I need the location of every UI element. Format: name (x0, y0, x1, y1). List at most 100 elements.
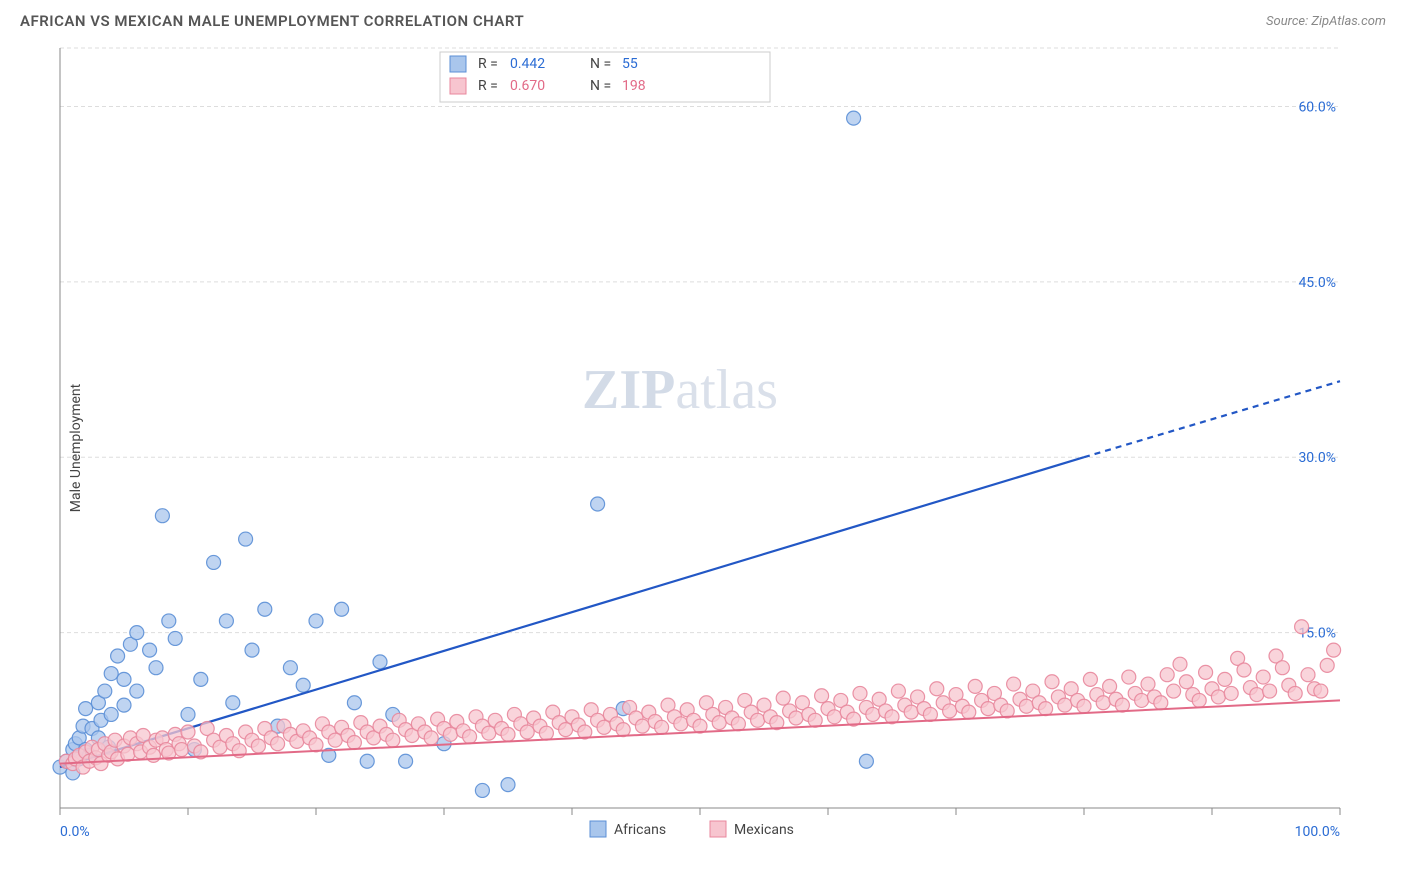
data-point (1096, 696, 1110, 710)
legend-swatch-icon (450, 78, 466, 94)
data-point (1045, 675, 1059, 689)
data-point (155, 509, 169, 523)
legend-r-value: 0.442 (510, 56, 545, 72)
legend-r-label: R = (478, 78, 498, 94)
data-point (751, 713, 765, 727)
data-point (591, 497, 605, 511)
data-point (859, 754, 873, 768)
data-point (175, 743, 189, 757)
data-point (1327, 643, 1341, 657)
legend-n-value: 55 (622, 56, 638, 72)
data-point (1160, 668, 1174, 682)
data-point (226, 696, 240, 710)
data-point (520, 725, 534, 739)
data-point (1058, 698, 1072, 712)
data-point (239, 532, 253, 546)
data-point (168, 631, 182, 645)
data-point (181, 707, 195, 721)
data-point (597, 720, 611, 734)
data-point (962, 705, 976, 719)
data-point (463, 730, 477, 744)
data-point (245, 643, 259, 657)
data-point (847, 111, 861, 125)
data-point (635, 719, 649, 733)
data-point (1301, 668, 1315, 682)
data-point (1288, 686, 1302, 700)
data-point (1122, 670, 1136, 684)
data-point (1211, 690, 1225, 704)
data-point (162, 614, 176, 628)
data-point (296, 678, 310, 692)
chart-container: Male Unemployment 0.0%100.0%15.0%30.0%45… (20, 38, 1386, 858)
data-point (347, 736, 361, 750)
data-point (776, 691, 790, 705)
data-point (117, 698, 131, 712)
data-point (1314, 684, 1328, 698)
data-point (251, 739, 265, 753)
data-point (424, 731, 438, 745)
data-point (98, 684, 112, 698)
data-point (1275, 661, 1289, 675)
data-point (360, 754, 374, 768)
data-point (1192, 693, 1206, 707)
data-point (827, 710, 841, 724)
legend-swatch-icon (450, 56, 466, 72)
x-tick-label: 100.0% (1295, 824, 1340, 840)
data-point (482, 726, 496, 740)
data-point (328, 733, 342, 747)
data-point (1250, 688, 1264, 702)
data-point (1179, 675, 1193, 689)
data-point (501, 778, 515, 792)
data-point (1007, 677, 1021, 691)
data-point (117, 672, 131, 686)
data-point (1263, 684, 1277, 698)
data-point (1256, 670, 1270, 684)
data-point (930, 682, 944, 696)
data-point (258, 602, 272, 616)
legend-swatch-icon (590, 821, 606, 837)
y-tick-label: 60.0% (1298, 99, 1336, 115)
legend-n-label: N = (590, 78, 611, 94)
chart-title: AFRICAN VS MEXICAN MALE UNEMPLOYMENT COR… (20, 12, 524, 30)
data-point (143, 643, 157, 657)
data-point (815, 689, 829, 703)
data-point (655, 720, 669, 734)
chart-source: Source: ZipAtlas.com (1266, 14, 1386, 29)
data-point (1224, 686, 1238, 700)
data-point (1320, 658, 1334, 672)
data-point (283, 661, 297, 675)
legend-r-label: R = (478, 56, 498, 72)
data-point (923, 707, 937, 721)
data-point (731, 717, 745, 731)
data-point (443, 727, 457, 741)
data-point (1199, 665, 1213, 679)
data-point (539, 726, 553, 740)
data-point (1295, 620, 1309, 634)
data-point (1077, 699, 1091, 713)
data-point (501, 727, 515, 741)
scatter-chart: 0.0%100.0%15.0%30.0%45.0%60.0%ZIPatlasR … (20, 38, 1386, 858)
data-point (1141, 677, 1155, 691)
data-point (1083, 672, 1097, 686)
data-point (399, 754, 413, 768)
data-point (79, 702, 93, 716)
data-point (111, 649, 125, 663)
data-point (559, 723, 573, 737)
y-tick-label: 30.0% (1298, 450, 1336, 466)
data-point (1019, 699, 1033, 713)
data-point (149, 661, 163, 675)
data-point (712, 716, 726, 730)
data-point (386, 733, 400, 747)
x-tick-label: 0.0% (60, 824, 90, 840)
data-point (104, 667, 118, 681)
data-point (789, 711, 803, 725)
data-point (373, 655, 387, 669)
y-axis-label: Male Unemployment (68, 384, 84, 512)
data-point (207, 555, 221, 569)
data-point (104, 707, 118, 721)
watermark: ZIPatlas (582, 359, 778, 421)
data-point (219, 614, 233, 628)
legend-r-value: 0.670 (510, 78, 545, 94)
legend-series-label: Mexicans (734, 822, 794, 838)
data-point (968, 679, 982, 693)
